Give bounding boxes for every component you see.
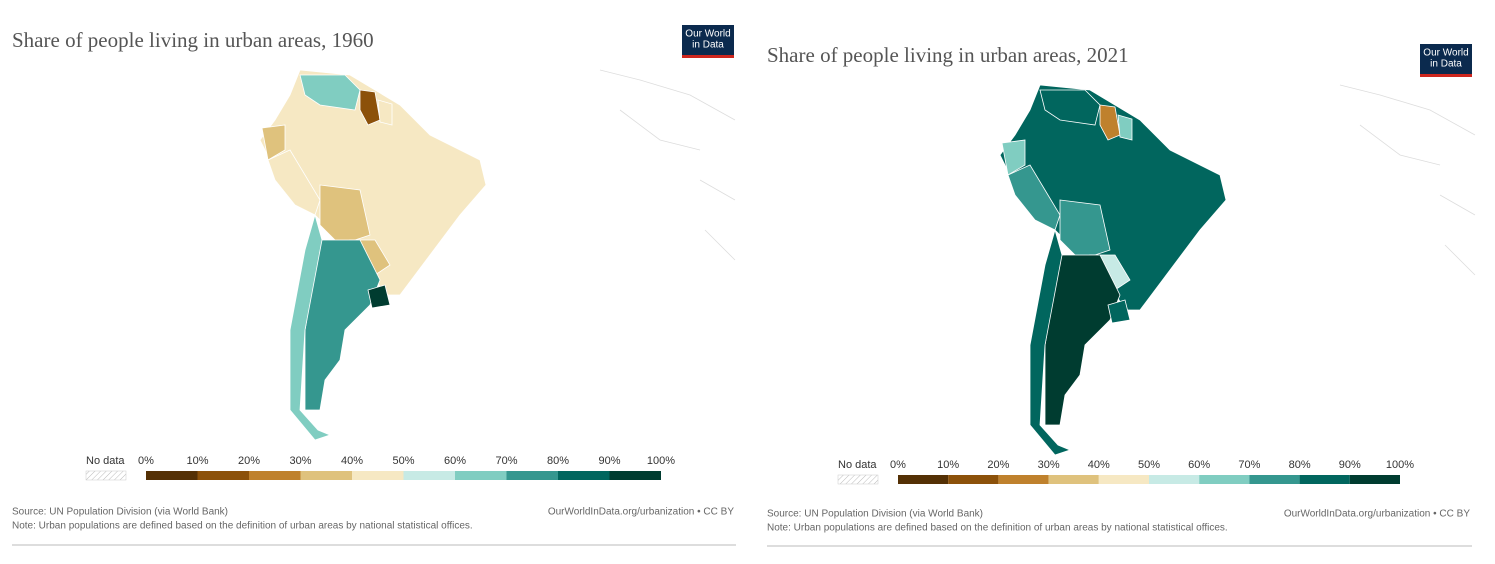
country-suriname xyxy=(377,99,393,126)
legend-tick: 100% xyxy=(1386,459,1414,471)
legend-tick: 20% xyxy=(987,459,1009,471)
legend-tick: 90% xyxy=(598,455,620,467)
country-uruguay xyxy=(1107,299,1131,324)
source: Source: UN Population Division (via Worl… xyxy=(12,507,228,518)
legend-swatch xyxy=(1299,475,1350,484)
logo-text: in Data xyxy=(692,40,724,51)
legend-swatch xyxy=(1349,475,1400,484)
legend-swatch xyxy=(948,475,999,484)
logo-text: Our World xyxy=(685,29,730,40)
legend-tick: 10% xyxy=(186,455,208,467)
country-suriname xyxy=(1117,114,1133,141)
note: Note: Urban populations are defined base… xyxy=(12,521,473,532)
legend-swatch xyxy=(609,471,661,480)
legend-swatch xyxy=(1149,475,1200,484)
country-guyana xyxy=(1099,104,1121,141)
legend-tick: 50% xyxy=(392,455,414,467)
title: Share of people living in urban areas, 2… xyxy=(767,43,1129,67)
legend-tick: 40% xyxy=(1088,459,1110,471)
country-venezuela xyxy=(299,74,361,111)
legend-swatch xyxy=(1098,475,1149,484)
legend-tick: 50% xyxy=(1138,459,1160,471)
legend-swatch xyxy=(300,471,352,480)
legend-swatch xyxy=(898,475,949,484)
legend-swatch xyxy=(146,471,198,480)
source: Source: UN Population Division (via Worl… xyxy=(767,509,983,520)
country-peru xyxy=(267,149,321,216)
logo-text: in Data xyxy=(1430,59,1462,70)
legend-swatch xyxy=(1249,475,1300,484)
note: Note: Urban populations are defined base… xyxy=(767,523,1228,534)
country-argentina xyxy=(1044,254,1121,426)
no-data-swatch xyxy=(85,470,127,481)
panel: Share of people living in urban areas, 1… xyxy=(12,25,736,546)
logo-text: Our World xyxy=(1423,48,1468,59)
country-guyana xyxy=(359,89,381,126)
legend-swatch xyxy=(1199,475,1250,484)
logo-box xyxy=(1420,44,1472,74)
logo-bar xyxy=(1420,74,1472,77)
country-uruguay xyxy=(367,284,391,309)
country-ecuador xyxy=(261,124,286,161)
map xyxy=(999,84,1476,456)
panel: Share of people living in urban areas, 2… xyxy=(767,43,1476,547)
legend-swatch xyxy=(403,471,455,480)
url: OurWorldInData.org/urbanization • CC BY xyxy=(548,507,735,518)
country-ecuador xyxy=(1001,139,1026,176)
legend-tick: 10% xyxy=(937,459,959,471)
legend-tick: 0% xyxy=(138,455,154,467)
country-venezuela xyxy=(1039,89,1101,126)
country-chile xyxy=(1029,228,1072,456)
no-data-swatch xyxy=(837,474,879,485)
url: OurWorldInData.org/urbanization • CC BY xyxy=(1284,509,1471,520)
legend-swatch xyxy=(352,471,404,480)
country-argentina xyxy=(304,239,381,411)
legend-swatch xyxy=(197,471,249,480)
title: Share of people living in urban areas, 1… xyxy=(12,28,374,52)
legend-tick: 60% xyxy=(1188,459,1210,471)
legend-tick: 20% xyxy=(238,455,260,467)
legend-swatch xyxy=(1048,475,1099,484)
legend-tick: 30% xyxy=(289,455,311,467)
country-peru xyxy=(1007,164,1061,231)
country-chile xyxy=(289,213,332,441)
legend-tick: 80% xyxy=(1289,459,1311,471)
legend-tick: 70% xyxy=(1238,459,1260,471)
legend-tick: 90% xyxy=(1339,459,1361,471)
no-data-label: No data xyxy=(86,455,125,467)
legend-tick: 0% xyxy=(890,459,906,471)
legend-swatch xyxy=(506,471,558,480)
legend-tick: 60% xyxy=(444,455,466,467)
world-outline xyxy=(1339,84,1476,276)
legend-tick: 70% xyxy=(495,455,517,467)
legend-tick: 100% xyxy=(647,455,675,467)
legend-tick: 40% xyxy=(341,455,363,467)
legend-swatch xyxy=(455,471,507,480)
legend-tick: 80% xyxy=(547,455,569,467)
legend-swatch xyxy=(249,471,301,480)
legend-swatch xyxy=(998,475,1049,484)
legend-swatch xyxy=(558,471,610,480)
no-data-label: No data xyxy=(838,459,877,471)
legend-tick: 30% xyxy=(1038,459,1060,471)
map xyxy=(259,69,736,441)
world-outline xyxy=(599,69,736,261)
logo-box xyxy=(682,25,734,55)
logo-bar xyxy=(682,55,734,58)
